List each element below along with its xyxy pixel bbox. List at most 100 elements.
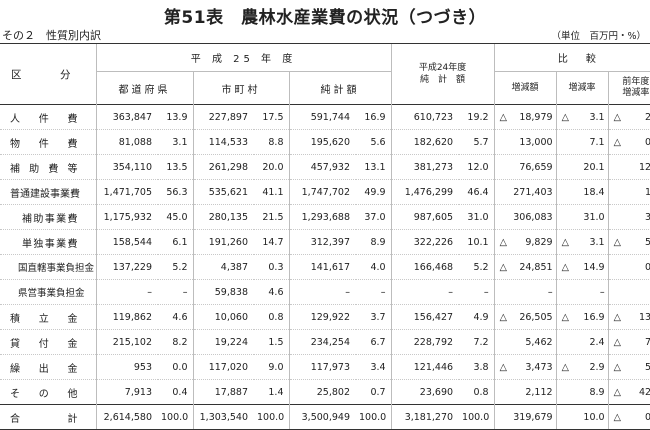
net-share-cell: 37.0: [356, 204, 392, 230]
comparison-header: 比 較: [493, 43, 650, 72]
prev-rate-cell: 3.3: [607, 204, 650, 230]
decrease-mark: △: [613, 361, 621, 373]
cell-value: –: [547, 286, 553, 298]
prev-amount-cell: 322,226: [390, 229, 460, 255]
cell-value: 5.2: [645, 237, 650, 248]
net-share-cell: 8.9: [356, 229, 392, 255]
prev-amount-cell: 166,468: [390, 254, 460, 280]
pref-share-cell: 3.1: [158, 129, 193, 155]
pref-share-cell: 56.3: [158, 179, 193, 205]
muni-amount-cell: 227,897: [192, 104, 254, 130]
prev-share-cell: 7.2: [459, 329, 495, 355]
cell-value: 13,000: [519, 136, 553, 148]
prev-rate-header-line1: 前年度: [622, 77, 650, 87]
net-total-header: 純計額: [288, 71, 392, 105]
pref-amount-cell: 2,614,580: [95, 404, 158, 430]
change-amount-cell: 2,112: [493, 379, 557, 405]
row-label: 合計: [0, 404, 96, 430]
net-amount-cell: 117,973: [288, 354, 356, 380]
muni-amount-cell: 117,020: [192, 354, 254, 380]
net-share-cell: 5.6: [356, 129, 392, 155]
muni-amount-cell: 535,621: [192, 179, 254, 205]
net-amount-cell: 25,802: [288, 379, 356, 405]
muni-share-cell: 41.1: [254, 179, 289, 205]
pref-amount-cell: 354,110: [95, 154, 158, 180]
pref-share-cell: 100.0: [158, 404, 193, 430]
cell-value: 24,851: [519, 261, 553, 273]
prev-amount-cell: 121,446: [390, 354, 460, 380]
muni-share-cell: 20.0: [254, 154, 289, 180]
cell-value: 10.0: [583, 411, 605, 423]
change-amount-cell: △ 18,979: [493, 104, 557, 130]
fy24-header: 平成24年度 純 計 額: [390, 43, 495, 105]
decrease-mark: △: [613, 236, 621, 248]
decrease-mark: △: [561, 261, 569, 273]
cell-value: 16.9: [583, 311, 605, 323]
net-share-cell: 6.7: [356, 329, 392, 355]
cell-value: 26,505: [519, 311, 553, 323]
cell-value: 5.5: [645, 362, 650, 373]
cell-value: 31.0: [583, 211, 605, 223]
fy24-header-line2: 純 計 額: [420, 75, 466, 85]
pref-amount-cell: –: [95, 279, 158, 305]
muni-share-cell: 1.5: [254, 329, 289, 355]
cell-value: 1.0: [645, 187, 650, 198]
pref-share-cell: 13.5: [158, 154, 193, 180]
change-rate-cell: 20.1: [555, 154, 609, 180]
cell-value: 3,473: [525, 361, 553, 373]
cell-value: 0.6: [645, 137, 650, 148]
decrease-mark: △: [561, 111, 569, 123]
pref-share-cell: –: [158, 279, 193, 305]
cell-value: 319,679: [513, 411, 553, 423]
muni-share-cell: 17.5: [254, 104, 289, 130]
table-row: 積立金 119,862 4.6 10,060 0.8 129,922 3.7 156,427 4…: [0, 304, 650, 330]
decrease-mark: △: [499, 111, 507, 123]
decrease-mark: △: [613, 136, 621, 148]
pref-amount-cell: 215,102: [95, 329, 158, 355]
prev-rate-cell: △ 2.6: [607, 104, 650, 130]
decrease-mark: △: [613, 411, 621, 423]
row-label: 単独事業費: [0, 229, 96, 255]
cell-value: 271,403: [513, 186, 553, 198]
prev-rate-header-line2: 増減率: [622, 88, 650, 98]
muni-amount-cell: 10,060: [192, 304, 254, 330]
muni-share-cell: 8.8: [254, 129, 289, 155]
change-amount-cell: 319,679: [493, 404, 557, 430]
prev-rate-cell: 0.0: [607, 254, 650, 280]
table-row: 人件費 363,847 13.9 227,897 17.5 591,744 16.9 610,…: [0, 104, 650, 130]
change-amount-cell: –: [493, 279, 557, 305]
cell-value: 20.1: [583, 161, 605, 173]
cell-value: 7.1: [645, 337, 650, 348]
decrease-mark: △: [561, 361, 569, 373]
prev-share-cell: 12.0: [459, 154, 495, 180]
decrease-mark: △: [613, 311, 621, 323]
net-amount-cell: 1,747,702: [288, 179, 356, 205]
cell-value: 8.9: [589, 386, 605, 398]
change-rate-cell: △ 3.1: [555, 104, 609, 130]
table-row: 補助費等 354,110 13.5 261,298 20.0 457,932 13.1 381…: [0, 154, 650, 180]
cell-value: 76,659: [519, 161, 553, 173]
cell-value: 2,112: [525, 386, 553, 398]
muni-share-cell: 0.3: [254, 254, 289, 280]
prev-rate-cell: △ 5.5: [607, 354, 650, 380]
pref-share-cell: 0.4: [158, 379, 193, 405]
table-row: 単独事業費 158,544 6.1 191,260 14.7 312,397 8.9 322,…: [0, 229, 650, 255]
prev-amount-cell: 1,476,299: [390, 179, 460, 205]
muni-share-cell: 1.4: [254, 379, 289, 405]
change-rate-cell: △ 16.9: [555, 304, 609, 330]
prev-share-cell: 5.2: [459, 254, 495, 280]
decrease-mark: △: [561, 236, 569, 248]
prev-rate-cell: △ 7.1: [607, 329, 650, 355]
page-title: 第51表 農林水産業費の状況（つづき）: [163, 8, 487, 28]
row-label: 物件費: [0, 129, 96, 155]
change-amount-cell: △ 26,505: [493, 304, 557, 330]
net-share-cell: 0.7: [356, 379, 392, 405]
table-body: 人件費 363,847 13.9 227,897 17.5 591,744 16.9 610,…: [0, 104, 650, 430]
prev-amount-cell: –: [390, 279, 460, 305]
fy24-header-line1: 平成24年度: [418, 63, 467, 73]
change-rate-cell: 10.0: [555, 404, 609, 430]
change-rate-cell: △ 14.9: [555, 254, 609, 280]
prev-share-cell: 31.0: [459, 204, 495, 230]
change-amount-cell: 306,083: [493, 204, 557, 230]
change-rate-cell: –: [555, 279, 609, 305]
